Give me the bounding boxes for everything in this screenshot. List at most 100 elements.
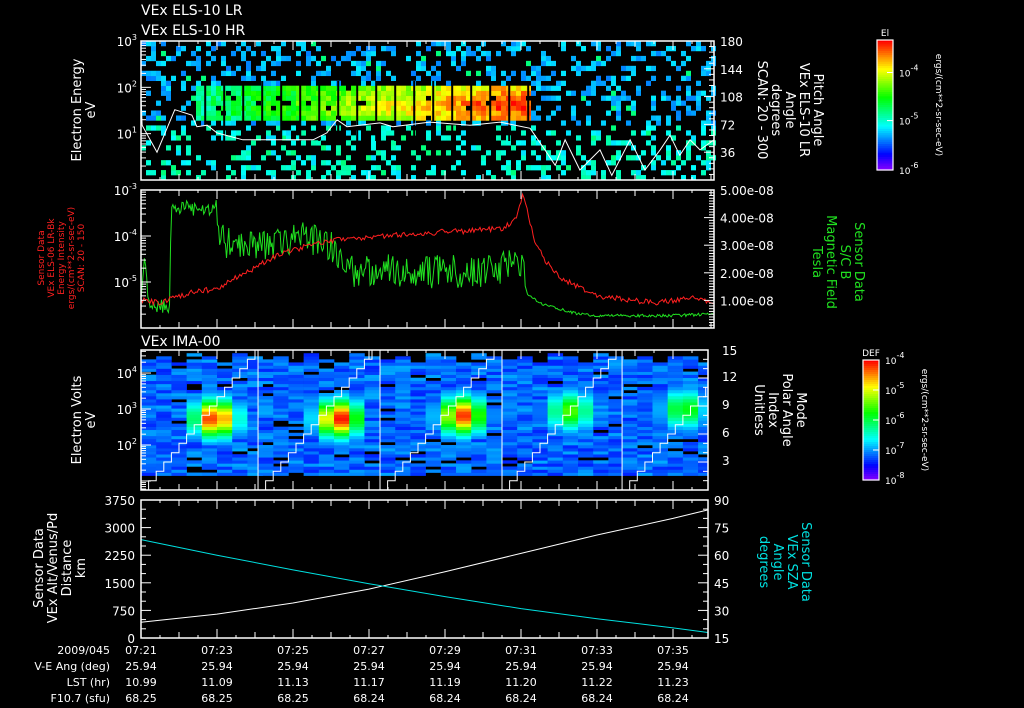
spectrogram-cell xyxy=(541,170,546,176)
spectrogram-cell xyxy=(440,362,457,366)
spectrogram-cell xyxy=(410,417,426,421)
spectrogram-cell xyxy=(456,463,472,467)
spectrogram-cell xyxy=(256,110,261,116)
spectrogram-cell xyxy=(622,359,638,363)
spectrogram-cell xyxy=(356,70,361,77)
spectrogram-cell xyxy=(336,170,341,176)
spectrogram-cell xyxy=(532,472,548,476)
spectrogram-cell xyxy=(637,365,653,369)
spectrogram-cell xyxy=(698,429,709,434)
spectrogram-cell xyxy=(486,472,502,476)
spectrogram-cell xyxy=(232,429,248,434)
spectrogram-cell xyxy=(356,60,361,67)
spectrogram-cell xyxy=(321,105,326,111)
spectrogram-cell xyxy=(517,448,533,452)
spectrogram-cell xyxy=(593,399,609,403)
spectrogram-cell xyxy=(232,362,248,366)
spectrogram-cell xyxy=(698,389,709,394)
spectrogram-cell xyxy=(461,130,466,136)
spectrogram-cell xyxy=(364,454,380,458)
spectrogram-cell xyxy=(562,441,579,446)
spectrogram-cell xyxy=(221,70,226,77)
spectrogram-cell xyxy=(593,393,609,397)
spectrogram-cell xyxy=(547,435,564,440)
colorbar-swatch xyxy=(863,456,879,459)
colorbar-swatch xyxy=(863,382,879,385)
spectrogram-cell xyxy=(334,380,350,385)
time-axis-f107: 68.25 xyxy=(277,692,309,705)
y2-axis-label-line: Pitch Angle xyxy=(810,74,825,147)
spectrogram-cell xyxy=(667,402,684,406)
y-tick-label: 3000 xyxy=(104,522,135,536)
spectrogram-cell xyxy=(521,95,526,101)
spectrogram-cell xyxy=(667,445,684,449)
spectrogram-cell xyxy=(686,145,691,151)
y-tick-label: 2250 xyxy=(104,549,135,563)
spectrogram-cell xyxy=(532,463,548,467)
spectrogram-cell xyxy=(247,365,263,369)
spectrogram-cell xyxy=(186,435,203,440)
spectrogram-cell xyxy=(291,140,296,146)
spectrogram-cell xyxy=(637,420,653,424)
spectrogram-cell xyxy=(306,105,311,111)
spectrogram-cell xyxy=(161,130,166,136)
spectrogram-cell xyxy=(410,426,426,431)
spectrogram-cell xyxy=(371,165,376,171)
data-gap xyxy=(394,81,397,141)
spectrogram-cell xyxy=(461,95,466,101)
spectrogram-cell xyxy=(396,120,401,126)
spectrogram-cell xyxy=(686,55,691,62)
spectrogram-cell xyxy=(566,130,571,136)
row-label: 2009/045 xyxy=(57,644,110,657)
spectrogram-cell xyxy=(281,110,286,116)
spectrogram-cell xyxy=(622,417,638,421)
spectrogram-cell xyxy=(652,426,668,431)
spectrogram-cell xyxy=(201,377,218,382)
spectrogram-cell xyxy=(451,100,456,106)
spectrogram-cell xyxy=(531,90,536,96)
spectrogram-cell xyxy=(258,438,274,443)
spectrogram-cell xyxy=(502,420,518,424)
spectrogram-cell xyxy=(201,368,218,372)
spectrogram-cell xyxy=(386,130,391,136)
spectrogram-cell xyxy=(532,457,548,461)
spectrogram-cell xyxy=(532,435,548,440)
spectrogram-cell xyxy=(456,448,472,452)
spectrogram-cell xyxy=(425,393,442,397)
spectrogram-cell xyxy=(247,429,263,434)
spectrogram-cell xyxy=(608,441,624,446)
spectrogram-cell xyxy=(476,110,481,116)
spectrogram-cell xyxy=(395,374,411,379)
spectrogram-cell xyxy=(611,155,616,161)
spectrogram-cell xyxy=(406,95,411,101)
spectrogram-cell xyxy=(440,356,457,360)
spectrogram-cell xyxy=(637,454,653,458)
spectrogram-cell xyxy=(321,175,326,181)
spectrogram-cell xyxy=(316,45,321,52)
spectrogram-cell xyxy=(516,160,521,166)
spectrogram-cell xyxy=(593,383,609,388)
spectrogram-cell xyxy=(476,115,481,121)
spectrogram-cell xyxy=(586,175,591,181)
spectrogram-cell xyxy=(652,432,668,437)
spectrogram-cell xyxy=(578,429,594,434)
spectrogram-cell xyxy=(622,365,638,369)
spectrogram-cell xyxy=(446,90,451,96)
y2-tick-label: 4.00e-08 xyxy=(720,212,774,226)
spectrogram-cell xyxy=(440,374,457,379)
spectrogram-cell xyxy=(471,95,476,101)
spectrogram-cell xyxy=(562,445,579,449)
spectrogram-cell xyxy=(476,90,481,96)
spectrogram-cell xyxy=(440,420,457,424)
spectrogram-cell xyxy=(486,371,502,375)
spectrogram-cell xyxy=(517,457,533,461)
spectrogram-cell xyxy=(171,165,176,171)
spectrogram-cell xyxy=(681,60,686,67)
spectrogram-cell xyxy=(146,160,151,166)
spectrogram-cell xyxy=(261,115,266,121)
spectrogram-cell xyxy=(341,110,346,116)
spectrogram-cell xyxy=(371,115,376,121)
spectrogram-cell xyxy=(501,90,506,96)
spectrogram-cell xyxy=(436,95,441,101)
spectrogram-cell xyxy=(593,426,609,431)
